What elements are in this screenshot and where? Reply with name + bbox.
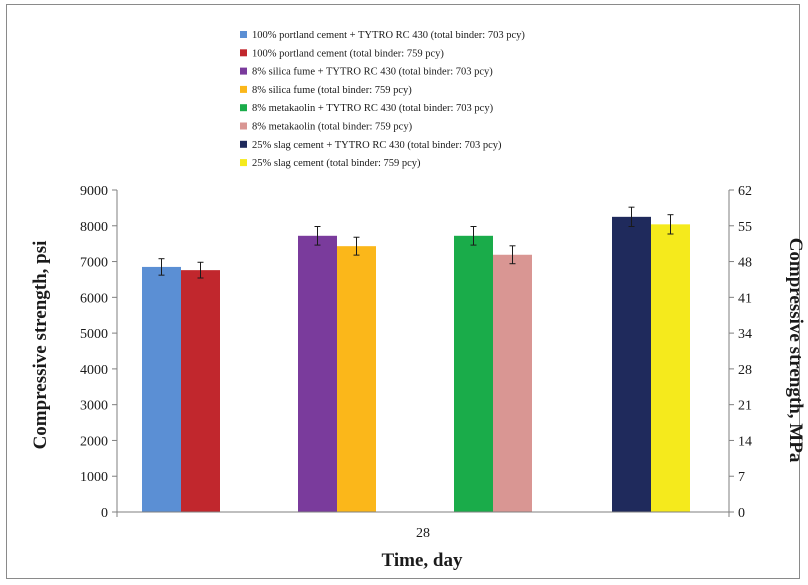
y-tick-label: 2000 [80,434,108,449]
y-axis-right: 0 7 14 21 28 34 41 48 55 62 [728,184,752,521]
bar [493,254,532,512]
legend-label: 8% silica fume (total binder: 759 pcy) [252,85,412,96]
y2-tick-label: 62 [738,184,752,199]
legend-label: 8% metakaolin (total binder: 759 pcy) [252,122,413,133]
bar [651,224,690,512]
bar [337,246,376,512]
y-axis-left: 0 1000 2000 3000 4000 5000 6000 7000 8000 9000 [80,184,118,521]
bar [181,270,220,512]
legend: 100% portland cement + TYTRO RC 430 (tot… [240,30,525,169]
y2-tick-label: 34 [738,327,752,342]
legend-swatch [240,140,247,148]
legend-label: 25% slag cement (total binder: 759 pcy) [252,158,421,169]
bar [612,216,651,513]
legend-swatch [240,67,247,75]
y2-tick-label: 14 [738,434,752,449]
bar [454,235,493,512]
y-tick-label: 8000 [80,220,108,235]
plot-area [142,206,690,513]
y-axis-title-left: Compressive strength, psi [30,241,51,450]
legend-label: 100% portland cement + TYTRO RC 430 (tot… [252,30,525,41]
legend-label: 100% portland cement (total binder: 759 … [252,48,444,59]
bar [142,266,181,512]
x-axis: 28 [116,511,730,541]
legend-label: 25% slag cement + TYTRO RC 430 (total bi… [252,140,502,151]
y-tick-label: 6000 [80,291,108,306]
y2-tick-label: 21 [738,399,752,414]
y-tick-label: 3000 [80,399,108,414]
x-tick-label: 28 [416,526,430,541]
y2-tick-label: 0 [738,506,745,521]
legend-swatch [240,31,247,38]
legend-swatch [240,122,247,130]
y2-tick-label: 28 [738,363,752,378]
bar [298,235,337,512]
y2-tick-label: 48 [738,256,752,271]
legend-label: 8% metakaolin + TYTRO RC 430 (total bind… [252,103,494,114]
y-tick-label: 5000 [80,327,108,342]
y2-tick-label: 7 [738,470,745,485]
y-tick-label: 9000 [80,184,108,199]
legend-swatch [240,159,247,167]
x-axis-title: Time, day [382,550,463,571]
y-tick-label: 0 [101,506,108,521]
y-tick-label: 7000 [80,256,108,271]
y-axis-title-right: Compressive strength, MPa [785,238,806,463]
legend-swatch [240,85,247,93]
y-tick-label: 1000 [80,470,108,485]
y-tick-label: 4000 [80,363,108,378]
y2-tick-label: 41 [738,291,752,306]
legend-swatch [240,49,247,57]
legend-label: 8% silica fume + TYTRO RC 430 (total bin… [252,67,493,78]
legend-swatch [240,104,247,112]
y2-tick-label: 55 [738,220,752,235]
